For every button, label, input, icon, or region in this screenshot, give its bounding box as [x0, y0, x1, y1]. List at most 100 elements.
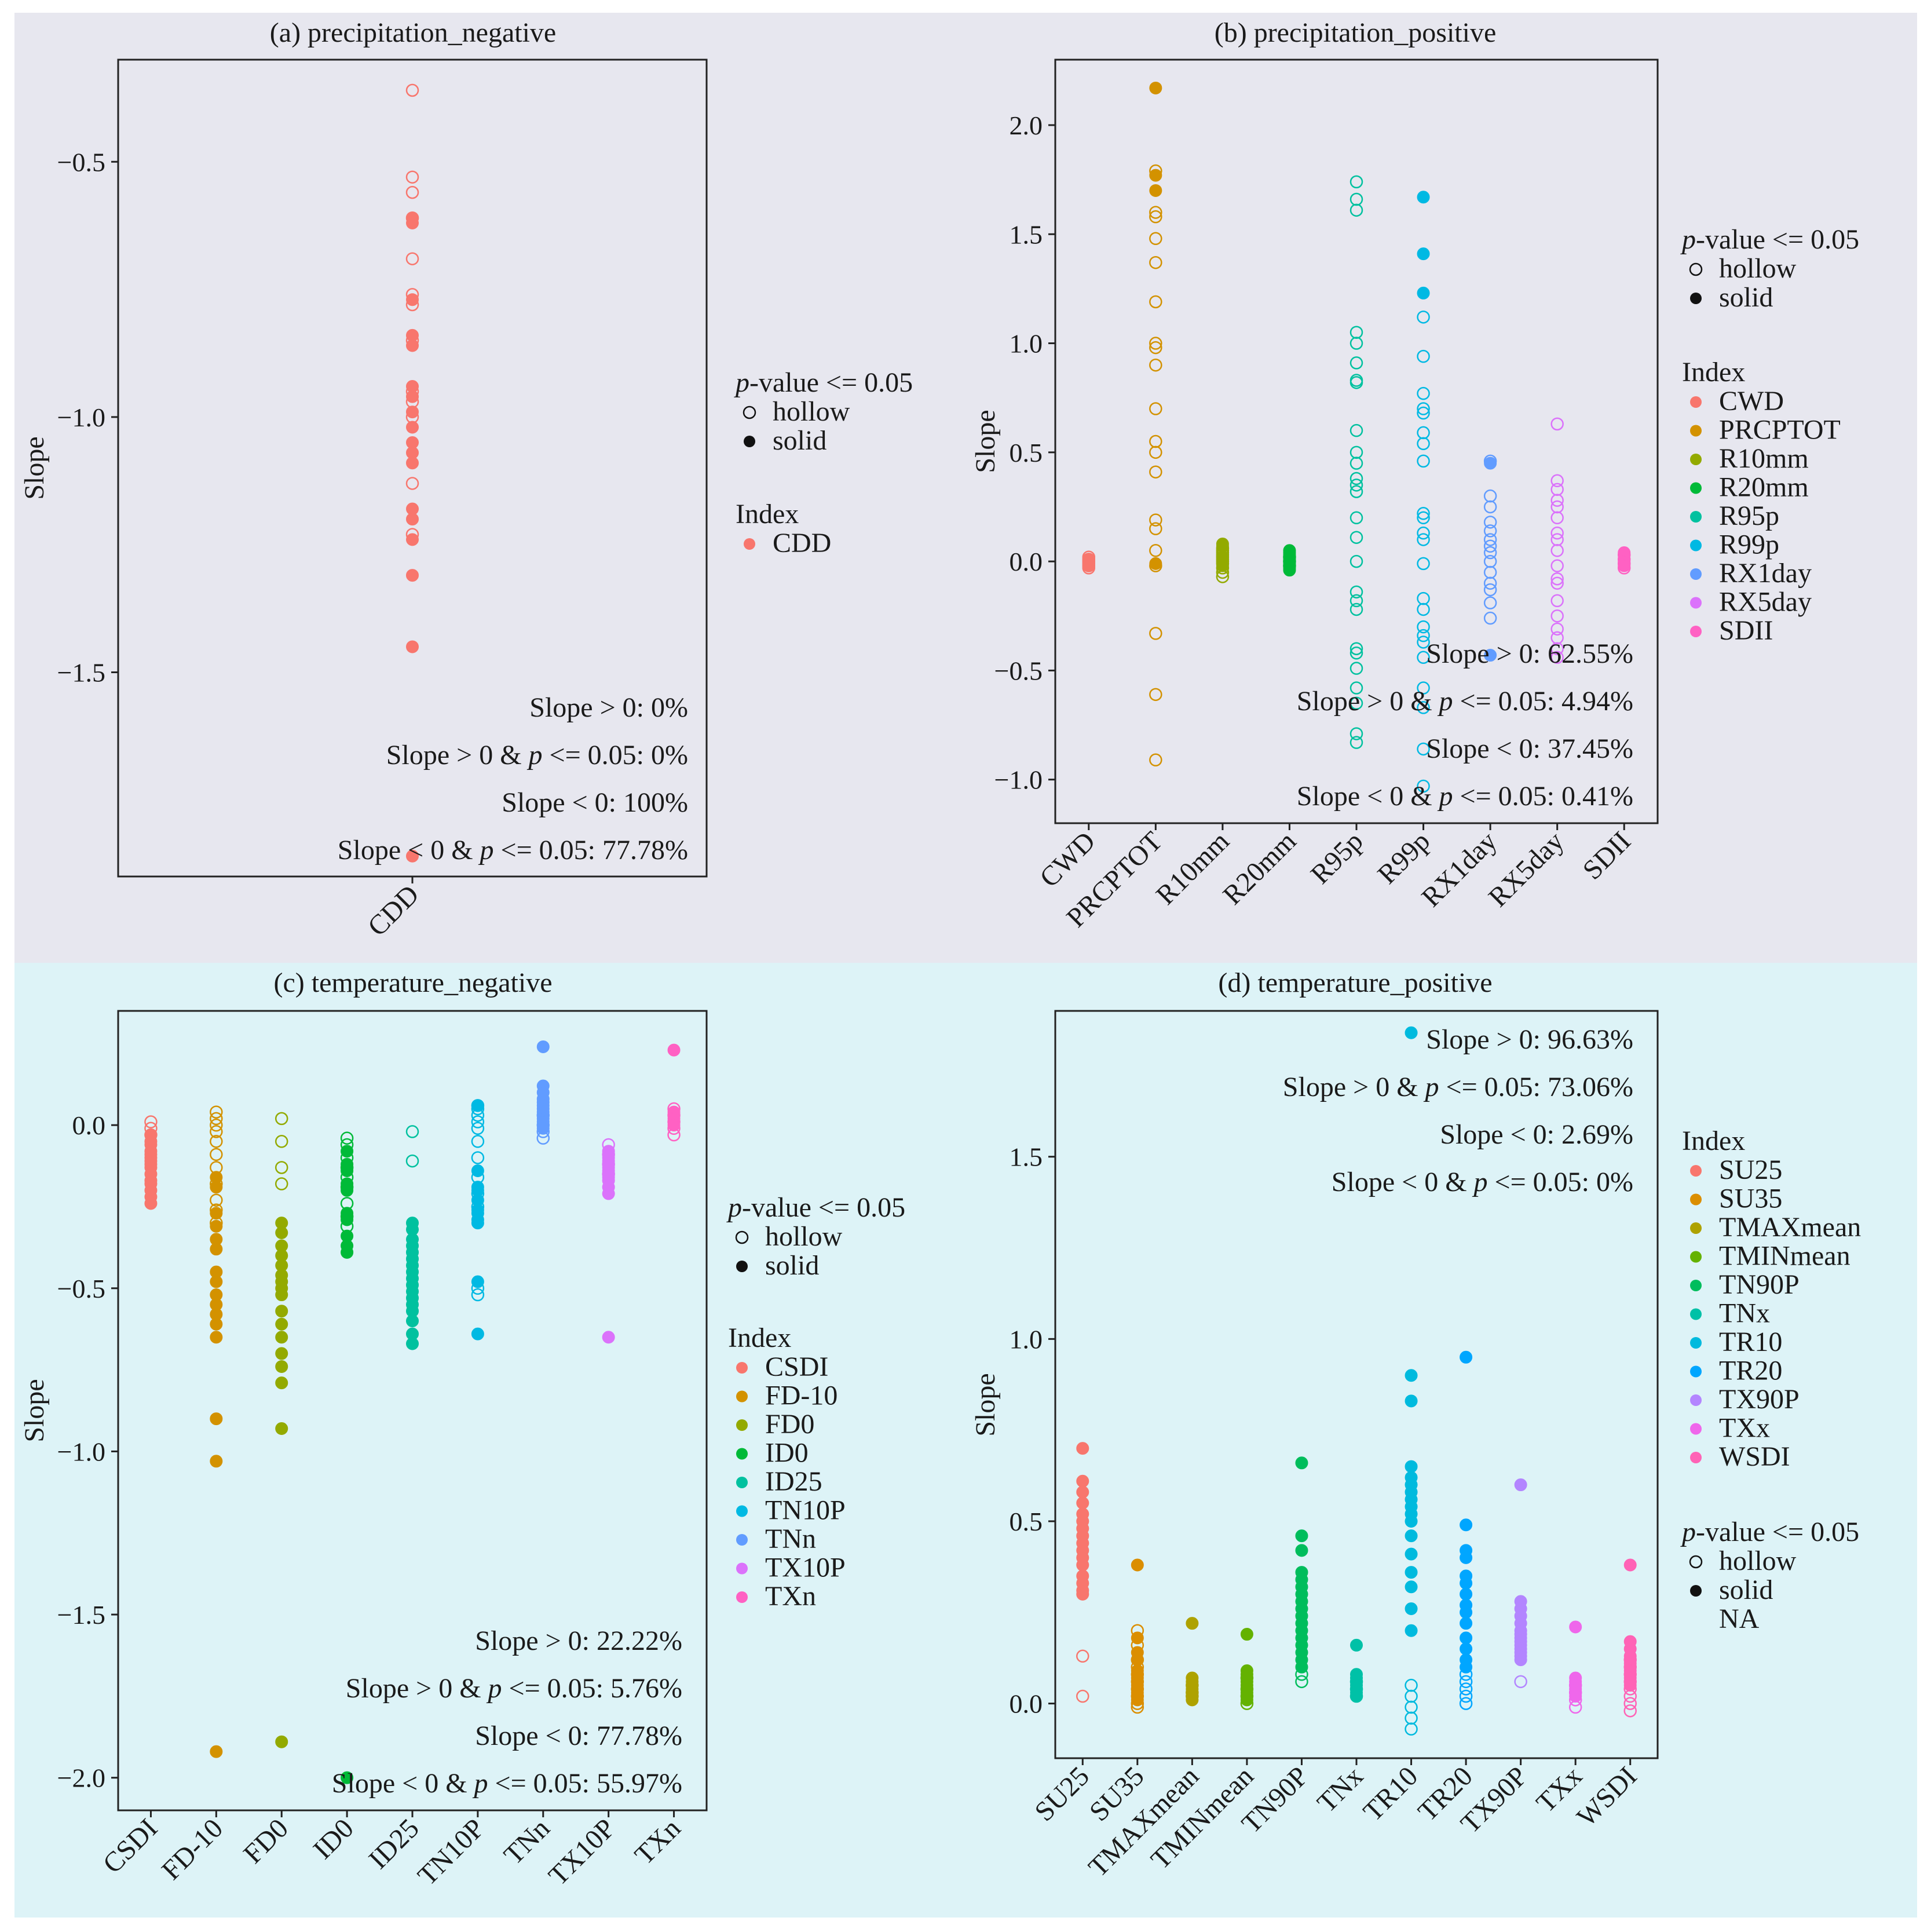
point-hollow-tn10p [471, 1115, 485, 1128]
legend-solid-key [1690, 293, 1702, 304]
point-solid-su25 [1076, 1485, 1089, 1499]
point-hollow-r99p [1417, 533, 1430, 546]
legend-key-su25 [1690, 1165, 1702, 1177]
point-hollow-tn10p [471, 1135, 485, 1148]
point-hollow-r95p [1349, 647, 1363, 660]
legend-key-rx5day [1690, 597, 1702, 609]
legend-entry-hollow: hollow [1719, 253, 1797, 284]
point-solid-tn90p [1295, 1456, 1308, 1470]
legend-hollow-key [743, 406, 756, 419]
legend-key-id0 [736, 1448, 748, 1460]
legend-entry-tnn: TNn [765, 1524, 816, 1554]
point-solid-tr20 [1460, 1518, 1473, 1532]
point-solid-fd-10 [210, 1317, 223, 1331]
point-solid-tn10p [471, 1327, 484, 1341]
legend-entry-su35: SU35 [1719, 1184, 1782, 1214]
point-hollow-fd-10 [210, 1125, 223, 1138]
legend-index-title: Index [1682, 1126, 1745, 1156]
legend-entry-sdii: SDII [1719, 615, 1773, 646]
point-hollow-wsdi [1623, 1704, 1637, 1718]
legend-key-cwd [1690, 396, 1702, 408]
point-solid-fd0 [275, 1305, 288, 1318]
point-hollow-r95p [1349, 727, 1363, 740]
point-hollow-r99p [1417, 742, 1430, 756]
point-hollow-r99p [1417, 386, 1430, 400]
y-tick-label: −1.0 [57, 403, 105, 432]
point-hollow-r99p [1417, 311, 1430, 324]
point-solid-tnx [1350, 1690, 1363, 1703]
point-hollow-prcptot [1149, 206, 1162, 219]
point-solid-su35 [1131, 1558, 1144, 1572]
point-solid-fd0 [275, 1735, 288, 1748]
point-hollow-tn10p [471, 1288, 485, 1302]
point-hollow-rx5day [1550, 511, 1564, 525]
legend-key-wsdi [1690, 1452, 1702, 1463]
point-solid-txn [667, 1119, 681, 1132]
point-hollow-r95p [1349, 531, 1363, 544]
point-solid-su35 [1131, 1631, 1144, 1645]
stat-line: Slope < 0: 77.78% [475, 1721, 682, 1751]
point-hollow-prcptot [1149, 210, 1162, 224]
legend-entry-solid: solid [1719, 1575, 1773, 1605]
legend-key-tnn [736, 1534, 748, 1546]
point-hollow-rx5day [1550, 576, 1564, 590]
point-solid-txn [667, 1043, 681, 1057]
legend-index-title: Index [736, 499, 799, 529]
point-solid-id25 [406, 1337, 419, 1350]
legend-entry-tr20: TR20 [1719, 1356, 1782, 1386]
legend-solid-key [1690, 1585, 1702, 1597]
point-solid-id0 [341, 1164, 354, 1177]
stat-line: Slope > 0 & p <= 0.05: 5.76% [346, 1673, 682, 1704]
panel-title: (d) temperature_positive [1218, 967, 1492, 998]
point-solid-tmaxmean [1186, 1617, 1199, 1630]
point-hollow-rx1day [1483, 596, 1497, 609]
point-solid-tr20 [1460, 1642, 1473, 1656]
point-hollow-rx5day [1550, 609, 1564, 623]
point-hollow-r95p [1349, 681, 1363, 695]
point-hollow-prcptot [1149, 513, 1162, 527]
point-solid-tn90p [1295, 1544, 1308, 1557]
point-solid-id0 [341, 1771, 354, 1784]
legend-key-sdii [1690, 626, 1702, 637]
point-hollow-r99p [1417, 779, 1430, 793]
legend-key-cdd [744, 538, 755, 550]
legend-entry-csdi: CSDI [765, 1352, 828, 1382]
legend-key-txx [1690, 1423, 1702, 1435]
legend-hollow-key [1689, 262, 1703, 276]
point-solid-r10mm [1216, 559, 1229, 572]
point-solid-id0 [341, 1213, 354, 1226]
point-hollow-rx1day [1483, 576, 1497, 590]
point-solid-tr10 [1405, 1624, 1418, 1637]
legend-entry-r95p: R95p [1719, 501, 1779, 531]
point-solid-fd0 [275, 1360, 288, 1373]
point-solid-tn90p [1295, 1660, 1308, 1674]
legend-key-r10mm [1690, 454, 1702, 465]
point-solid-r20mm [1283, 544, 1296, 557]
point-solid-id0 [341, 1145, 354, 1158]
legend-entry-r10mm: R10mm [1719, 443, 1809, 474]
point-hollow-r95p [1349, 585, 1363, 599]
point-hollow-r99p [1417, 681, 1430, 695]
stat-line: Slope < 0: 100% [502, 787, 688, 818]
point-hollow-r99p [1417, 454, 1430, 468]
point-solid-tr10 [1405, 1602, 1418, 1615]
point-solid-r99p [1417, 286, 1430, 300]
point-solid-cdd [406, 513, 419, 526]
point-hollow-r99p [1417, 620, 1430, 634]
legend-key-tx90p [1690, 1394, 1702, 1406]
point-hollow-rx1day [1483, 500, 1497, 514]
point-hollow-id25 [405, 1125, 419, 1138]
stat-line: Slope > 0: 62.55% [1426, 638, 1633, 669]
panel-title: (c) temperature_negative [273, 967, 552, 998]
legend-entry-cdd: CDD [773, 528, 831, 558]
y-tick-label: −1.0 [994, 765, 1043, 795]
point-solid-tr10 [1405, 1547, 1418, 1561]
legend-key-r20mm [1690, 482, 1702, 494]
point-solid-cdd [406, 293, 419, 306]
legend-pvalue-title: p-value <= 0.05 [1680, 224, 1859, 255]
legend-entry-rx1day: RX1day [1719, 558, 1812, 589]
legend-entry-hollow: hollow [773, 396, 850, 427]
point-solid-tr10 [1405, 1460, 1418, 1473]
y-axis-label: Slope [970, 1373, 1001, 1436]
